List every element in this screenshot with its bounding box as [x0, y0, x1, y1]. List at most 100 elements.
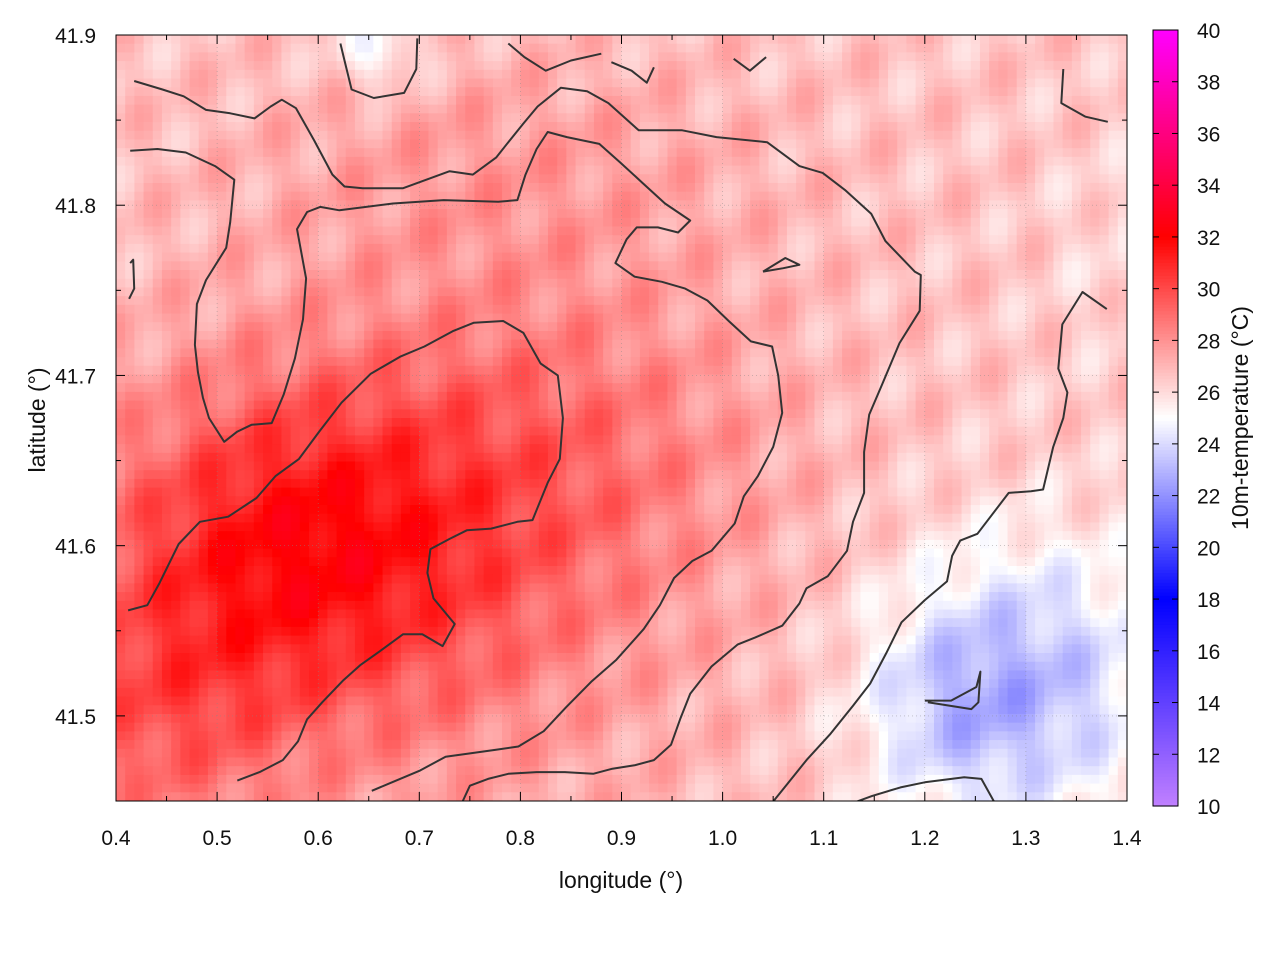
heatmap-cell: [593, 87, 604, 97]
heatmap-cell: [171, 322, 181, 332]
heatmap-cell: [796, 270, 806, 280]
heatmap-cell: [649, 139, 659, 149]
heatmap-cell: [888, 322, 898, 332]
heatmap-cell: [419, 139, 430, 149]
heatmap-cell: [400, 365, 411, 376]
heatmap-cell: [235, 313, 246, 323]
heatmap-cell: [979, 69, 990, 80]
heatmap-cell: [171, 278, 181, 289]
heatmap-cell: [814, 69, 825, 80]
heatmap-cell: [382, 365, 393, 376]
heatmap-cell: [474, 226, 485, 236]
heatmap-cell: [713, 287, 724, 297]
heatmap-cell: [786, 348, 797, 358]
heatmap-cell: [612, 52, 623, 62]
heatmap-cell: [1071, 165, 1082, 175]
heatmap-cell: [943, 330, 953, 341]
heatmap-cell: [226, 330, 237, 341]
heatmap-cell: [446, 122, 457, 132]
heatmap-cell: [630, 95, 641, 106]
heatmap-cell: [492, 418, 503, 428]
heatmap-cell: [125, 418, 135, 428]
heatmap-cell: [685, 339, 696, 349]
heatmap-cell: [152, 209, 163, 219]
heatmap-cell: [263, 52, 273, 62]
heatmap-cell: [768, 95, 779, 106]
heatmap-cell: [1062, 296, 1073, 306]
heatmap-cell: [897, 200, 908, 210]
heatmap-cell: [777, 52, 788, 62]
heatmap-cell: [796, 61, 806, 71]
heatmap-cell: [1025, 78, 1036, 88]
heatmap-cell: [492, 357, 503, 367]
heatmap-cell: [851, 261, 862, 271]
heatmap-cell: [566, 296, 577, 306]
heatmap-cell: [630, 52, 641, 62]
heatmap-cell: [134, 182, 145, 193]
heatmap-cell: [492, 148, 503, 158]
heatmap-cell: [869, 348, 880, 358]
heatmap-cell: [1007, 148, 1018, 158]
heatmap-cell: [731, 383, 742, 393]
heatmap-cell: [116, 69, 126, 80]
heatmap-cell: [805, 278, 816, 289]
heatmap-cell: [327, 278, 338, 289]
heatmap-cell: [354, 270, 365, 280]
heatmap-cell: [915, 226, 926, 236]
heatmap-cell: [309, 287, 319, 297]
heatmap-cell: [593, 52, 604, 62]
heatmap-cell: [410, 139, 420, 149]
heatmap-cell: [318, 304, 328, 315]
heatmap-cell: [823, 69, 834, 80]
heatmap-cell: [309, 313, 319, 323]
heatmap-cell: [740, 156, 751, 167]
heatmap-cell: [1035, 409, 1045, 419]
heatmap-cell: [593, 122, 604, 132]
heatmap-cell: [437, 409, 448, 419]
heatmap-cell: [364, 209, 374, 219]
heatmap-cell: [933, 418, 944, 428]
heatmap-cell: [198, 35, 209, 45]
heatmap-cell: [1117, 78, 1127, 88]
heatmap-cell: [639, 95, 650, 106]
heatmap-cell: [465, 191, 476, 201]
heatmap-cell: [1053, 322, 1064, 332]
heatmap-cell: [382, 61, 393, 71]
heatmap-cell: [823, 148, 834, 158]
heatmap-cell: [437, 35, 448, 45]
heatmap-cell: [639, 243, 650, 254]
heatmap-cell: [1044, 43, 1055, 53]
heatmap-cell: [345, 217, 356, 228]
heatmap-cell: [704, 357, 715, 367]
heatmap-cell: [437, 217, 448, 228]
heatmap-cell: [979, 270, 990, 280]
heatmap-cell: [419, 61, 430, 71]
heatmap-cell: [272, 130, 283, 141]
heatmap-cell: [382, 330, 393, 341]
heatmap-cell: [1053, 270, 1064, 280]
heatmap-cell: [1071, 270, 1082, 280]
heatmap-cell: [869, 391, 880, 402]
heatmap-cell: [538, 174, 549, 184]
heatmap-cell: [842, 113, 852, 123]
heatmap-cell: [207, 191, 218, 201]
heatmap-cell: [1025, 122, 1036, 132]
heatmap-cell: [1053, 35, 1064, 45]
heatmap-cell: [658, 287, 669, 297]
heatmap-cell: [400, 339, 411, 349]
heatmap-cell: [750, 148, 760, 158]
heatmap-cell: [593, 148, 604, 158]
heatmap-cell: [713, 182, 724, 193]
heatmap-cell: [400, 52, 411, 62]
heatmap-cell: [299, 339, 310, 349]
heatmap-cell: [557, 330, 567, 341]
heatmap-cell: [419, 235, 430, 245]
heatmap-cell: [1016, 313, 1027, 323]
heatmap-cell: [924, 174, 935, 184]
heatmap-cell: [465, 113, 476, 123]
heatmap-cell: [805, 69, 816, 80]
heatmap-cell: [538, 374, 549, 384]
heatmap-cell: [1090, 270, 1101, 280]
heatmap-cell: [970, 261, 981, 271]
heatmap-cell: [354, 365, 365, 376]
